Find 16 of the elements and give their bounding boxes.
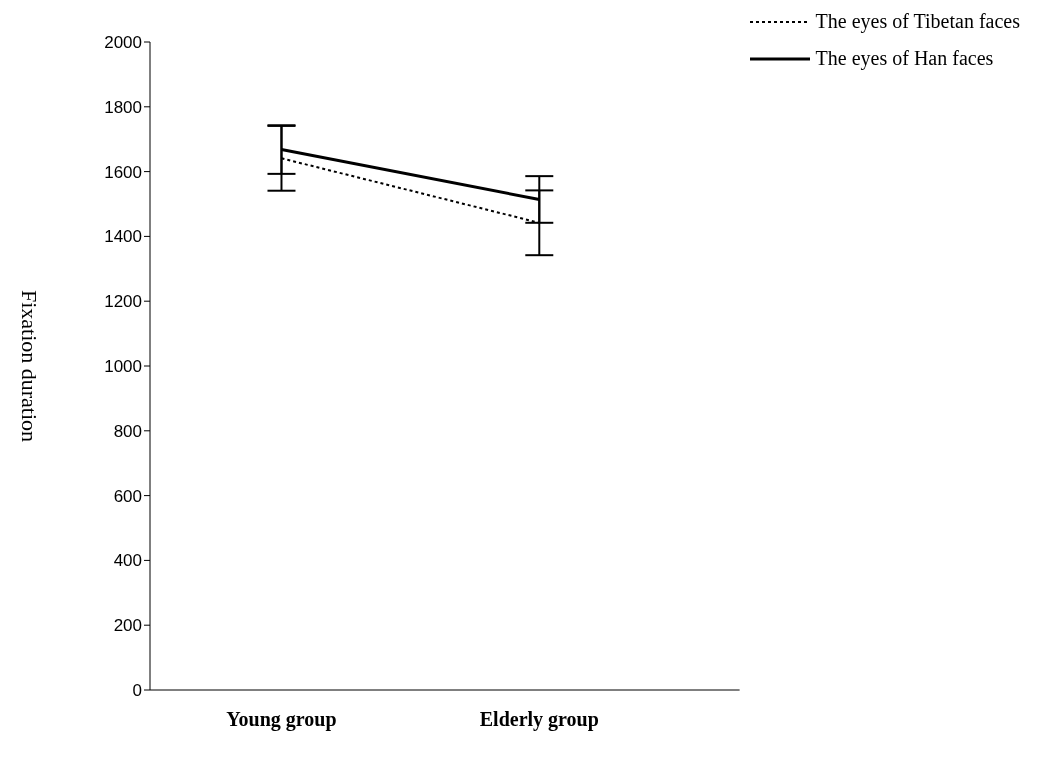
y-tick-label: 1600 [104,162,142,182]
y-tick-label: 400 [113,551,142,571]
y-tick-label: 1400 [104,227,142,247]
x-tick-label: Young group [226,708,337,732]
legend-label: The eyes of Tibetan faces [815,10,1020,33]
y-tick-label: 200 [113,616,142,636]
y-tick-label: 800 [113,421,142,441]
y-tick-label: 600 [113,486,142,506]
y-tick-label: 1200 [104,292,142,312]
x-tick-label: Elderly group [479,708,599,732]
y-tick-label: 0 [132,681,142,701]
y-tick-label: 2000 [104,33,142,53]
y-tick-label: 1800 [104,97,142,117]
y-axis-title: Fixation duration [17,289,43,443]
legend-label: The eyes of Han faces [815,47,994,70]
y-tick-label: 1000 [104,357,142,377]
